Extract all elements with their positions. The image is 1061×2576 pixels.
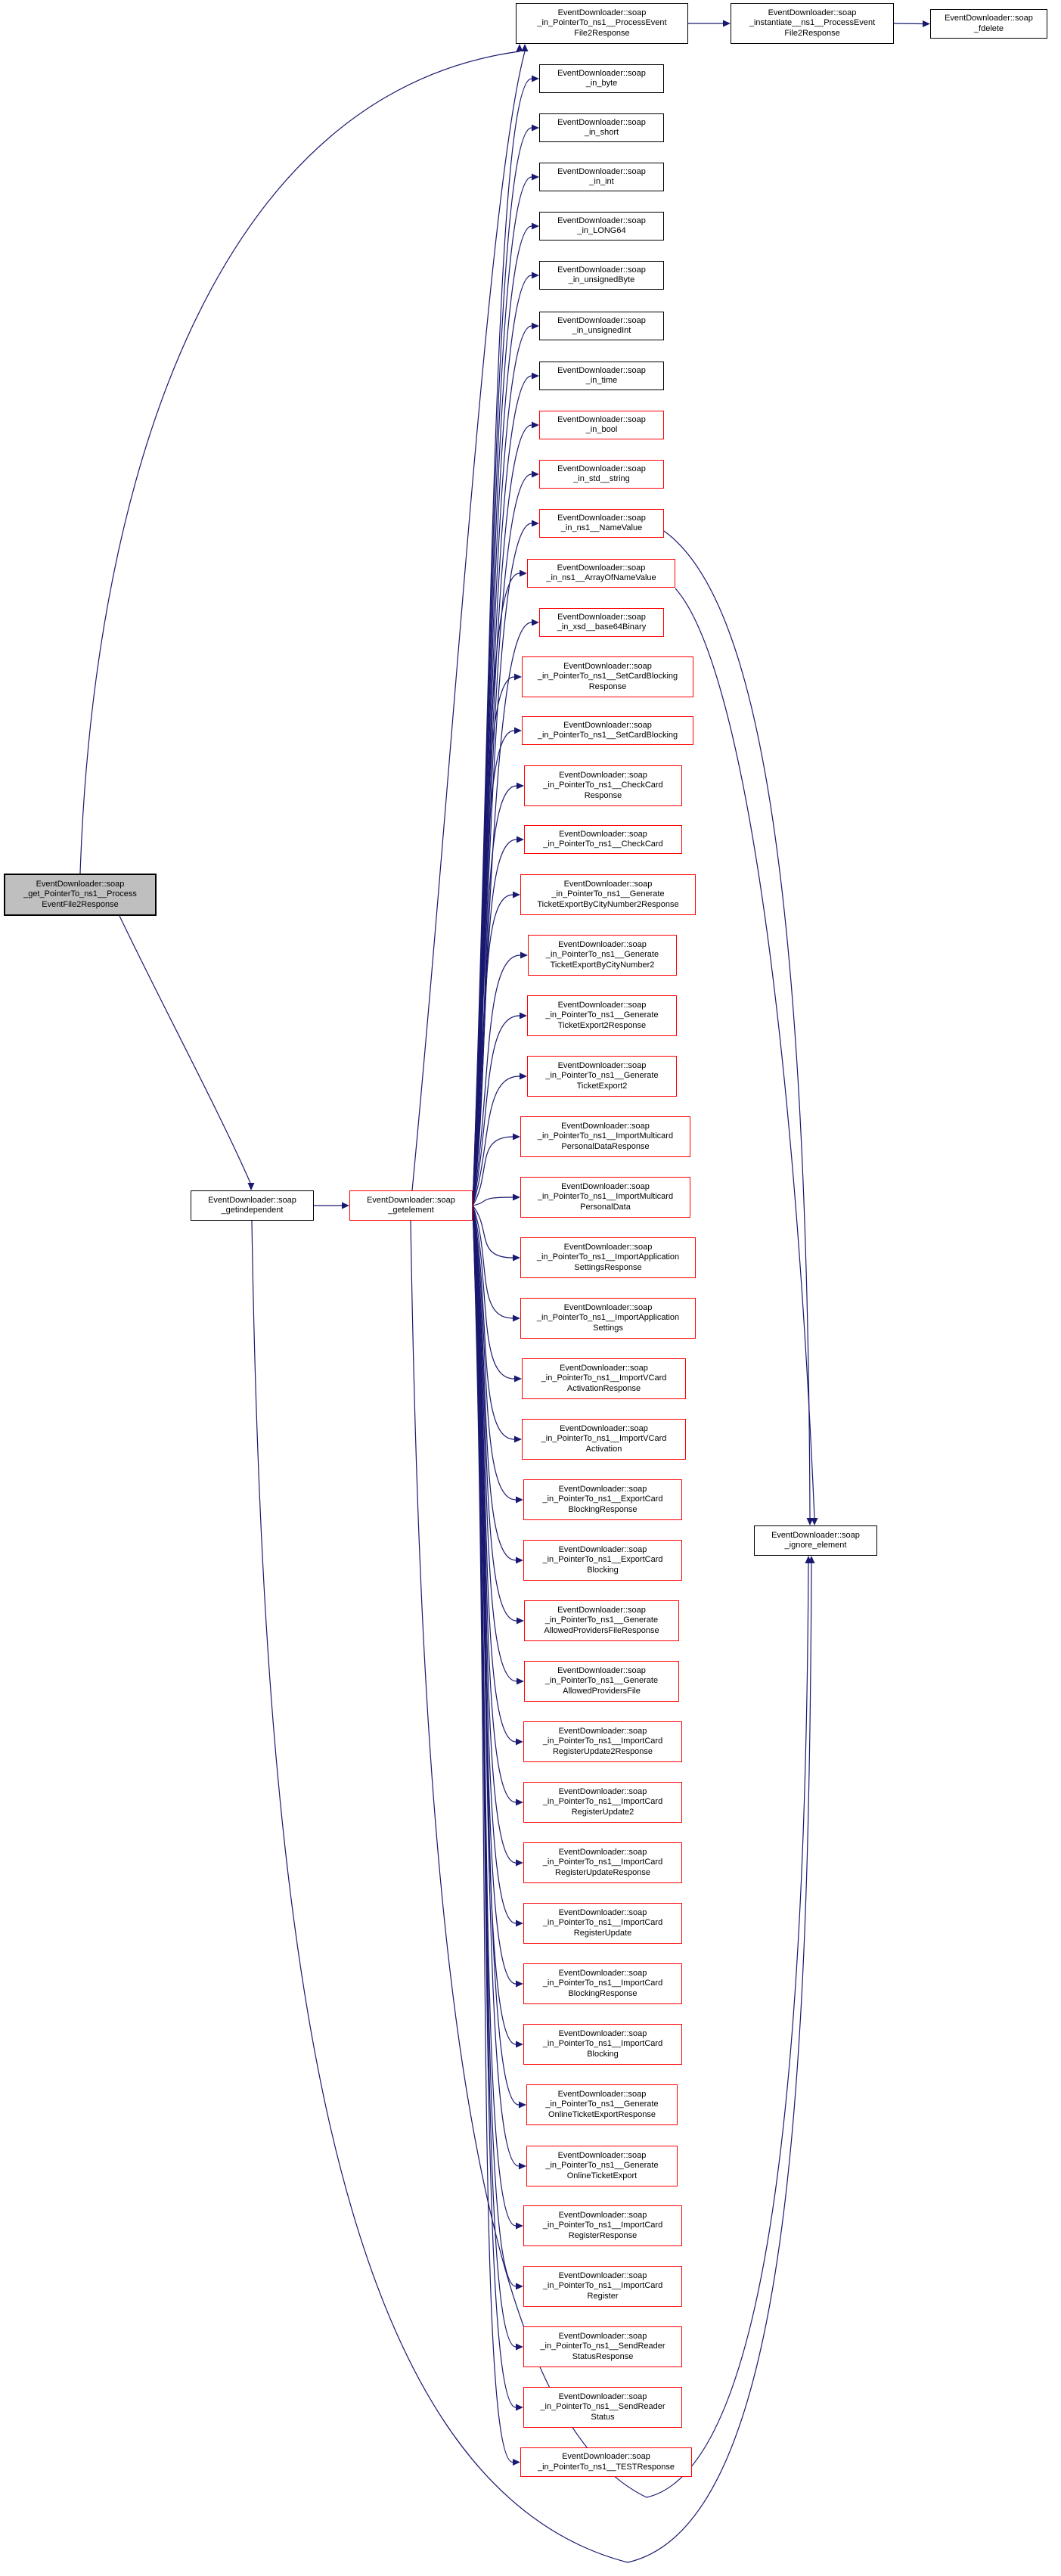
- graph-node-c25[interactable]: EventDownloader::soap _in_PointerTo_ns1_…: [522, 1358, 686, 1399]
- edge-getelement-c43: [472, 1205, 520, 2466]
- graph-node-c12[interactable]: EventDownloader::soap _in_xsd__base64Bin…: [539, 608, 664, 637]
- edge-getelement-c18: [472, 951, 528, 1206]
- edge-get-in_pef2r: [79, 44, 523, 874]
- graph-node-c32[interactable]: EventDownloader::soap _in_PointerTo_ns1_…: [523, 1782, 682, 1823]
- edge-getindependent-getelement: [314, 1202, 349, 1209]
- edge-getelement-c30: [472, 1205, 524, 1685]
- edge-getelement-ignore: [410, 1220, 812, 2498]
- graph-node-c30[interactable]: EventDownloader::soap _in_PointerTo_ns1_…: [524, 1661, 679, 1702]
- graph-node-instantiate[interactable]: EventDownloader::soap _instantiate__ns1_…: [731, 3, 894, 44]
- edge-get-getindependent: [119, 915, 255, 1190]
- graph-node-c19[interactable]: EventDownloader::soap _in_PointerTo_ns1_…: [527, 995, 677, 1036]
- graph-node-c33[interactable]: EventDownloader::soap _in_PointerTo_ns1_…: [523, 1842, 682, 1883]
- graph-node-c10[interactable]: EventDownloader::soap _in_ns1__NameValue: [539, 509, 664, 538]
- graph-node-c3[interactable]: EventDownloader::soap _in_int: [539, 163, 664, 191]
- edge-getelement-c20: [472, 1072, 527, 1206]
- graph-node-c26[interactable]: EventDownloader::soap _in_PointerTo_ns1_…: [522, 1419, 686, 1460]
- graph-node-getindependent[interactable]: EventDownloader::soap _getindependent: [191, 1190, 314, 1221]
- graph-node-ignore[interactable]: EventDownloader::soap _ignore_element: [754, 1525, 877, 1556]
- edge-c10-ignore: [663, 530, 814, 1525]
- edge-getelement-c25: [472, 1205, 522, 1383]
- graph-node-c39[interactable]: EventDownloader::soap _in_PointerTo_ns1_…: [523, 2205, 682, 2246]
- edge-getelement-c13: [472, 673, 522, 1206]
- graph-node-c27[interactable]: EventDownloader::soap _in_PointerTo_ns1_…: [523, 1479, 682, 1520]
- graph-node-c1[interactable]: EventDownloader::soap _in_byte: [539, 64, 664, 93]
- edge-c11-ignore: [675, 588, 818, 1525]
- graph-node-c16[interactable]: EventDownloader::soap _in_PointerTo_ns1_…: [524, 825, 682, 854]
- graph-node-in_pef2r[interactable]: EventDownloader::soap _in_PointerTo_ns1_…: [516, 3, 688, 44]
- graph-node-c42[interactable]: EventDownloader::soap _in_PointerTo_ns1_…: [523, 2387, 682, 2428]
- edge-getelement-c24: [472, 1205, 520, 1322]
- graph-node-getelement[interactable]: EventDownloader::soap _getelement: [349, 1190, 473, 1221]
- graph-node-c29[interactable]: EventDownloader::soap _in_PointerTo_ns1_…: [524, 1600, 679, 1641]
- edge-getelement-c31: [472, 1205, 523, 1746]
- edge-instantiate-fdelete: [893, 20, 930, 27]
- graph-node-c40[interactable]: EventDownloader::soap _in_PointerTo_ns1_…: [523, 2266, 682, 2307]
- edge-getelement-c16: [472, 836, 524, 1206]
- edge-getelement-c19: [472, 1012, 527, 1206]
- graph-node-c4[interactable]: EventDownloader::soap _in_LONG64: [539, 212, 664, 241]
- edge-getelement-c17: [472, 891, 520, 1206]
- graph-node-c31[interactable]: EventDownloader::soap _in_PointerTo_ns1_…: [523, 1721, 682, 1762]
- graph-node-c36[interactable]: EventDownloader::soap _in_PointerTo_ns1_…: [523, 2024, 682, 2065]
- edge-getelement-c15: [472, 782, 524, 1206]
- edge-getelement-c23: [472, 1205, 520, 1262]
- edge-getelement-c26: [472, 1205, 522, 1443]
- edge-getelement-c38: [472, 1205, 526, 2170]
- graph-node-get: EventDownloader::soap _get_PointerTo_ns1…: [4, 874, 157, 916]
- graph-node-c22[interactable]: EventDownloader::soap _in_PointerTo_ns1_…: [520, 1177, 690, 1218]
- graph-node-c24[interactable]: EventDownloader::soap _in_PointerTo_ns1_…: [520, 1298, 696, 1339]
- graph-node-c18[interactable]: EventDownloader::soap _in_PointerTo_ns1_…: [528, 935, 677, 976]
- graph-node-c43[interactable]: EventDownloader::soap _in_PointerTo_ns1_…: [520, 2447, 692, 2477]
- edge-in_pef2r-instantiate: [688, 20, 731, 27]
- graph-node-c21[interactable]: EventDownloader::soap _in_PointerTo_ns1_…: [520, 1116, 690, 1157]
- edge-getelement-in_pef2r: [411, 44, 529, 1191]
- graph-node-c11[interactable]: EventDownloader::soap _in_ns1__ArrayOfNa…: [527, 559, 675, 588]
- edge-getelement-c27: [472, 1205, 523, 1504]
- graph-node-c2[interactable]: EventDownloader::soap _in_short: [539, 113, 664, 142]
- edge-getelement-c22: [472, 1193, 520, 1206]
- edge-getelement-c28: [472, 1205, 523, 1564]
- graph-node-c17[interactable]: EventDownloader::soap _in_PointerTo_ns1_…: [520, 874, 696, 915]
- graph-node-c20[interactable]: EventDownloader::soap _in_PointerTo_ns1_…: [527, 1056, 677, 1097]
- graph-node-c37[interactable]: EventDownloader::soap _in_PointerTo_ns1_…: [526, 2084, 678, 2125]
- graph-node-c13[interactable]: EventDownloader::soap _in_PointerTo_ns1_…: [522, 656, 693, 697]
- graph-node-c8[interactable]: EventDownloader::soap _in_bool: [539, 411, 664, 439]
- graph-node-c23[interactable]: EventDownloader::soap _in_PointerTo_ns1_…: [520, 1237, 696, 1278]
- graph-node-c35[interactable]: EventDownloader::soap _in_PointerTo_ns1_…: [523, 1963, 682, 2004]
- graph-node-fdelete[interactable]: EventDownloader::soap _fdelete: [930, 9, 1047, 39]
- graph-node-c9[interactable]: EventDownloader::soap _in_std__string: [539, 460, 664, 489]
- edge-getelement-c29: [472, 1205, 524, 1625]
- graph-node-c28[interactable]: EventDownloader::soap _in_PointerTo_ns1_…: [523, 1540, 682, 1581]
- graph-node-c34[interactable]: EventDownloader::soap _in_PointerTo_ns1_…: [523, 1903, 682, 1944]
- graph-node-c15[interactable]: EventDownloader::soap _in_PointerTo_ns1_…: [524, 765, 682, 806]
- graph-node-c41[interactable]: EventDownloader::soap _in_PointerTo_ns1_…: [523, 2326, 682, 2367]
- graph-node-c7[interactable]: EventDownloader::soap _in_time: [539, 362, 664, 390]
- edge-getelement-c14: [472, 727, 522, 1206]
- edge-getelement-c21: [472, 1133, 520, 1206]
- graph-node-c38[interactable]: EventDownloader::soap _in_PointerTo_ns1_…: [526, 2146, 678, 2186]
- graph-node-c6[interactable]: EventDownloader::soap _in_unsignedInt: [539, 312, 664, 340]
- graph-node-c14[interactable]: EventDownloader::soap _in_PointerTo_ns1_…: [522, 716, 693, 745]
- graph-node-c5[interactable]: EventDownloader::soap _in_unsignedByte: [539, 261, 664, 290]
